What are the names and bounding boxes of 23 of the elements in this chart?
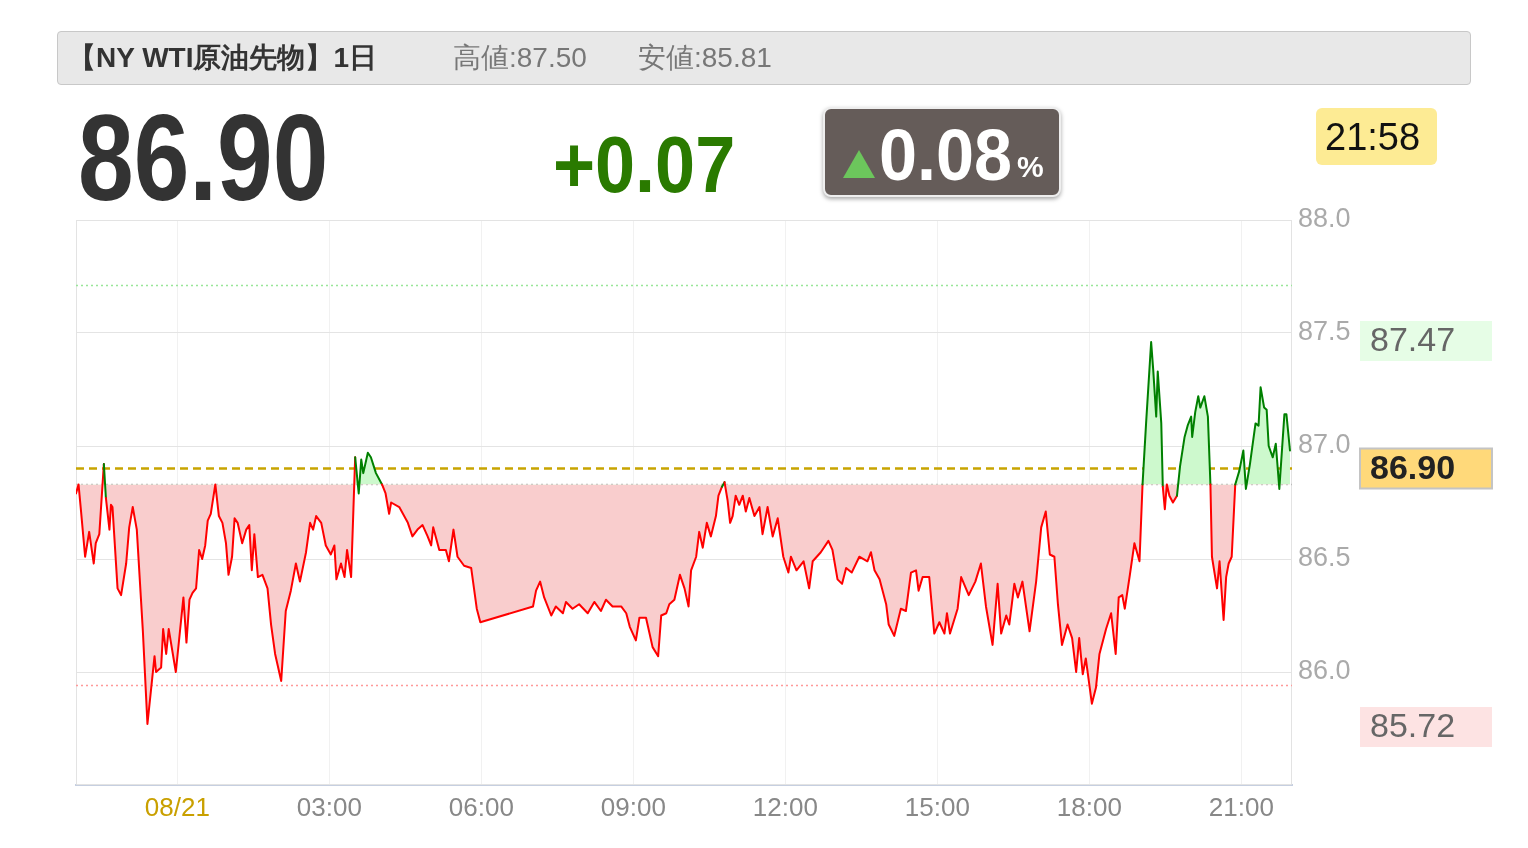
y-tick-label: 87.0 bbox=[1298, 429, 1351, 460]
text: 87.47 bbox=[1370, 320, 1456, 359]
text: 安値:85.81 bbox=[638, 42, 772, 73]
x-tick-label: 09:00 bbox=[600, 791, 666, 822]
y-tick-label: 88.0 bbox=[1298, 203, 1351, 234]
annotation: 86.90 bbox=[78, 90, 329, 226]
text: 高値:87.50 bbox=[453, 42, 587, 73]
text: 85.72 bbox=[1370, 706, 1456, 745]
text: 21:58 bbox=[1325, 116, 1421, 158]
text: +0.07 bbox=[553, 120, 736, 209]
text: 0.08% bbox=[879, 115, 1044, 195]
ref-line-label: 86.90 bbox=[1370, 447, 1456, 486]
x-tick-label: 08/21 bbox=[144, 791, 210, 822]
x-tick-label: 03:00 bbox=[296, 791, 362, 822]
y-tick-label: 86.5 bbox=[1298, 542, 1351, 573]
x-tick-label: 06:00 bbox=[448, 791, 514, 822]
y-tick-label: 87.5 bbox=[1298, 316, 1351, 347]
x-tick-label: 21:00 bbox=[1208, 791, 1274, 822]
x-tick-label: 12:00 bbox=[752, 791, 818, 822]
chart-title: 【NY WTI原油先物】1日 bbox=[68, 42, 378, 73]
y-tick-label: 86.0 bbox=[1298, 655, 1351, 686]
x-tick-label: 18:00 bbox=[1056, 791, 1122, 822]
x-tick-label: 15:00 bbox=[904, 791, 970, 822]
